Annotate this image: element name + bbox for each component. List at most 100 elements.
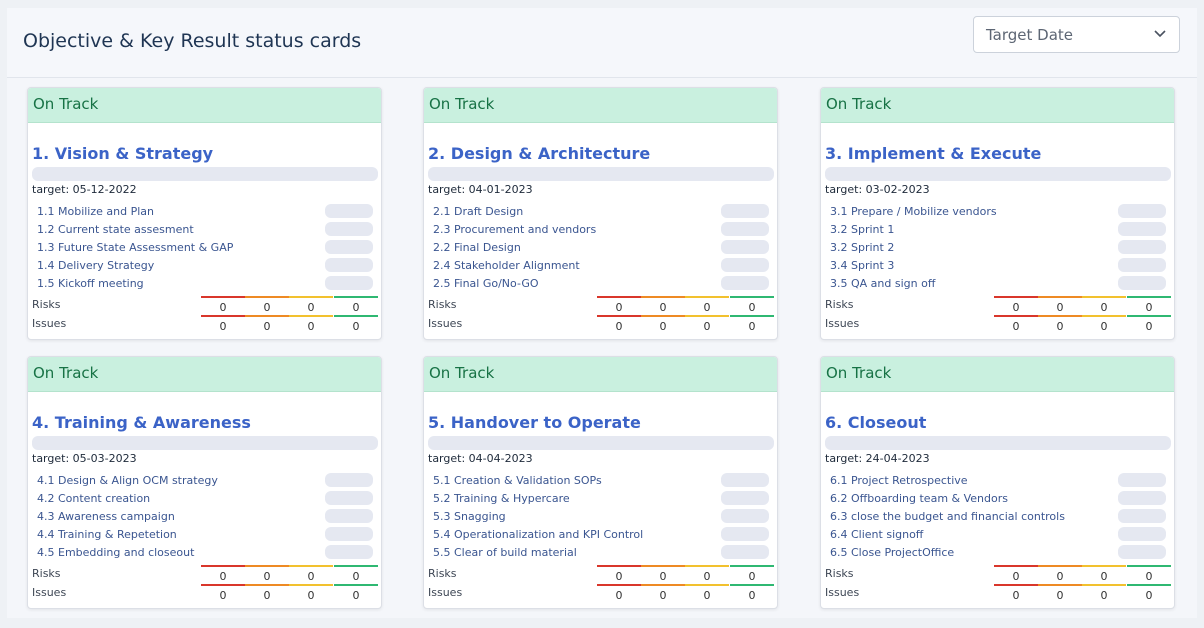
issues-count[interactable]: 0	[730, 315, 774, 333]
key-result-label[interactable]: 4.4 Training & Repetetion	[37, 528, 177, 541]
issues-count[interactable]: 0	[685, 315, 729, 333]
key-result-label[interactable]: 2.2 Final Design	[433, 241, 521, 254]
key-result-item[interactable]: 3.2 Sprint 2	[830, 240, 1170, 258]
key-result-item[interactable]: 5.1 Creation & Validation SOPs	[433, 473, 773, 491]
risks-count[interactable]: 0	[685, 565, 729, 583]
key-result-label[interactable]: 6.1 Project Retrospective	[830, 474, 968, 487]
issues-count[interactable]: 0	[334, 584, 378, 602]
key-result-item[interactable]: 6.1 Project Retrospective	[830, 473, 1170, 491]
key-result-item[interactable]: 3.2 Sprint 1	[830, 222, 1170, 240]
key-result-label[interactable]: 5.4 Operationalization and KPI Control	[433, 528, 644, 541]
key-result-label[interactable]: 3.4 Sprint 3	[830, 259, 895, 272]
risks-count[interactable]: 0	[201, 296, 245, 314]
risks-count[interactable]: 0	[1127, 565, 1171, 583]
okr-card[interactable]: On Track 6. Closeout target: 24-04-2023 6.1…	[820, 356, 1175, 609]
key-result-label[interactable]: 4.3 Awareness campaign	[37, 510, 175, 523]
key-result-label[interactable]: 4.2 Content creation	[37, 492, 151, 505]
key-result-label[interactable]: 2.1 Draft Design	[433, 205, 524, 218]
objective-title[interactable]: 4. Training & Awareness	[32, 413, 251, 432]
risks-count[interactable]: 0	[730, 565, 774, 583]
key-result-item[interactable]: 6.2 Offboarding team & Vendors	[830, 491, 1170, 509]
okr-card[interactable]: On Track 1. Vision & Strategy target: 05-1…	[27, 87, 382, 340]
key-result-label[interactable]: 2.4 Stakeholder Alignment	[433, 259, 580, 272]
key-result-label[interactable]: 1.2 Current state assesment	[37, 223, 194, 236]
risks-count[interactable]: 0	[641, 296, 685, 314]
issues-count[interactable]: 0	[201, 315, 245, 333]
key-result-item[interactable]: 3.5 QA and sign off	[830, 276, 1170, 294]
risks-count[interactable]: 0	[245, 565, 289, 583]
objective-title[interactable]: 5. Handover to Operate	[428, 413, 641, 432]
key-result-item[interactable]: 4.4 Training & Repetetion	[37, 527, 377, 545]
key-result-label[interactable]: 1.5 Kickoff meeting	[37, 277, 144, 290]
key-result-item[interactable]: 6.3 close the budget and financial contr…	[830, 509, 1170, 527]
key-result-label[interactable]: 3.2 Sprint 2	[830, 241, 895, 254]
key-result-item[interactable]: 1.1 Mobilize and Plan	[37, 204, 377, 222]
risks-count[interactable]: 0	[334, 296, 378, 314]
issues-count[interactable]: 0	[289, 315, 333, 333]
key-result-label[interactable]: 3.2 Sprint 1	[830, 223, 895, 236]
key-result-item[interactable]: 3.1 Prepare / Mobilize vendors	[830, 204, 1170, 222]
issues-count[interactable]: 0	[1127, 584, 1171, 602]
key-result-label[interactable]: 6.4 Client signoff	[830, 528, 924, 541]
risks-count[interactable]: 0	[1127, 296, 1171, 314]
issues-count[interactable]: 0	[730, 584, 774, 602]
key-result-label[interactable]: 1.4 Delivery Strategy	[37, 259, 155, 272]
key-result-item[interactable]: 2.2 Final Design	[433, 240, 773, 258]
key-result-item[interactable]: 2.3 Procurement and vendors	[433, 222, 773, 240]
okr-card[interactable]: On Track 4. Training & Awareness target: 0…	[27, 356, 382, 609]
risks-count[interactable]: 0	[245, 296, 289, 314]
key-result-item[interactable]: 4.1 Design & Align OCM strategy	[37, 473, 377, 491]
issues-count[interactable]: 0	[994, 584, 1038, 602]
issues-count[interactable]: 0	[201, 584, 245, 602]
issues-count[interactable]: 0	[641, 315, 685, 333]
issues-count[interactable]: 0	[597, 315, 641, 333]
issues-count[interactable]: 0	[597, 584, 641, 602]
key-result-item[interactable]: 1.4 Delivery Strategy	[37, 258, 377, 276]
key-result-label[interactable]: 3.1 Prepare / Mobilize vendors	[830, 205, 997, 218]
key-result-label[interactable]: 5.5 Clear of build material	[433, 546, 577, 559]
risks-count[interactable]: 0	[994, 565, 1038, 583]
key-result-item[interactable]: 4.3 Awareness campaign	[37, 509, 377, 527]
key-result-label[interactable]: 5.2 Training & Hypercare	[433, 492, 570, 505]
key-result-item[interactable]: 1.2 Current state assesment	[37, 222, 377, 240]
risks-count[interactable]: 0	[1082, 296, 1126, 314]
issues-count[interactable]: 0	[245, 584, 289, 602]
issues-count[interactable]: 0	[1127, 315, 1171, 333]
risks-count[interactable]: 0	[994, 296, 1038, 314]
key-result-label[interactable]: 6.3 close the budget and financial contr…	[830, 510, 1065, 523]
key-result-label[interactable]: 2.3 Procurement and vendors	[433, 223, 597, 236]
issues-count[interactable]: 0	[1082, 315, 1126, 333]
key-result-item[interactable]: 4.2 Content creation	[37, 491, 377, 509]
key-result-label[interactable]: 4.1 Design & Align OCM strategy	[37, 474, 218, 487]
key-result-label[interactable]: 6.2 Offboarding team & Vendors	[830, 492, 1008, 505]
key-result-item[interactable]: 2.5 Final Go/No-GO	[433, 276, 773, 294]
objective-title[interactable]: 3. Implement & Execute	[825, 144, 1042, 163]
okr-card[interactable]: On Track 2. Design & Architecture target: …	[423, 87, 778, 340]
key-result-item[interactable]: 5.2 Training & Hypercare	[433, 491, 773, 509]
issues-count[interactable]: 0	[245, 315, 289, 333]
risks-count[interactable]: 0	[685, 296, 729, 314]
key-result-item[interactable]: 6.4 Client signoff	[830, 527, 1170, 545]
risks-count[interactable]: 0	[597, 565, 641, 583]
risks-count[interactable]: 0	[641, 565, 685, 583]
okr-card[interactable]: On Track 5. Handover to Operate target: 04…	[423, 356, 778, 609]
risks-count[interactable]: 0	[289, 565, 333, 583]
key-result-label[interactable]: 4.5 Embedding and closeout	[37, 546, 195, 559]
key-result-item[interactable]: 2.4 Stakeholder Alignment	[433, 258, 773, 276]
okr-card[interactable]: On Track 3. Implement & Execute target: 03…	[820, 87, 1175, 340]
key-result-item[interactable]: 5.5 Clear of build material	[433, 545, 773, 563]
issues-count[interactable]: 0	[289, 584, 333, 602]
risks-count[interactable]: 0	[1038, 565, 1082, 583]
key-result-label[interactable]: 1.3 Future State Assessment & GAP	[37, 241, 234, 254]
risks-count[interactable]: 0	[289, 296, 333, 314]
risks-count[interactable]: 0	[201, 565, 245, 583]
objective-title[interactable]: 2. Design & Architecture	[428, 144, 651, 163]
issues-count[interactable]: 0	[994, 315, 1038, 333]
key-result-item[interactable]: 6.5 Close ProjectOffice	[830, 545, 1170, 563]
risks-count[interactable]: 0	[334, 565, 378, 583]
key-result-item[interactable]: 1.5 Kickoff meeting	[37, 276, 377, 294]
issues-count[interactable]: 0	[1038, 584, 1082, 602]
key-result-item[interactable]: 2.1 Draft Design	[433, 204, 773, 222]
risks-count[interactable]: 0	[597, 296, 641, 314]
key-result-label[interactable]: 5.1 Creation & Validation SOPs	[433, 474, 602, 487]
